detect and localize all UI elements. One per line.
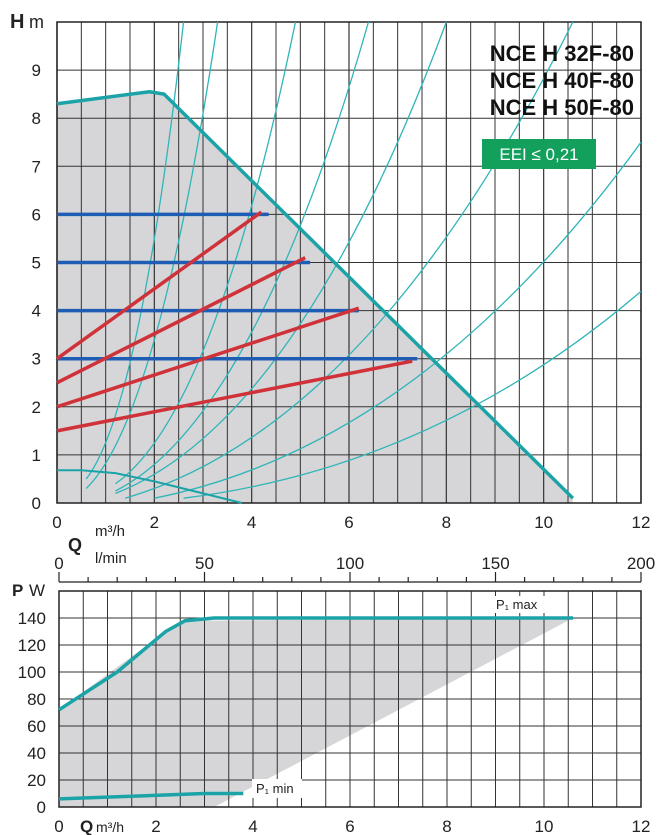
y-tick-label: 6 bbox=[32, 205, 41, 224]
y-tick-label: 0 bbox=[37, 798, 46, 817]
y-tick-label: 2 bbox=[32, 398, 41, 417]
y-tick-label: 60 bbox=[27, 717, 46, 736]
model-line-1: NCE H 32F-80 bbox=[490, 41, 634, 66]
y-axis-unit-w: W bbox=[29, 581, 45, 600]
y-tick-label: 5 bbox=[32, 254, 41, 273]
head-grid bbox=[56, 21, 642, 504]
bottom-x-axis-unit: m³/h bbox=[96, 819, 124, 835]
lmin-axis-ticks: 0 50 100 150 200 bbox=[54, 554, 655, 583]
x-tick-label: 6 bbox=[344, 513, 353, 532]
y-tick-label: 80 bbox=[27, 690, 46, 709]
y-tick-label: 20 bbox=[27, 771, 46, 790]
x-tick-label: 10 bbox=[535, 817, 554, 835]
x-tick-label: 12 bbox=[632, 513, 651, 532]
system-curve bbox=[115, 21, 447, 494]
y-tick-label: 9 bbox=[32, 61, 41, 80]
system-curve bbox=[115, 21, 370, 492]
lmin-tick-label: 150 bbox=[481, 554, 509, 573]
lmin-tick-label: 0 bbox=[54, 554, 63, 573]
y-tick-label: 40 bbox=[27, 744, 46, 763]
power-area-fill bbox=[59, 618, 574, 807]
system-curve bbox=[154, 141, 642, 499]
p1-max-label-bg bbox=[491, 596, 545, 613]
proportional-pressure-line bbox=[55, 210, 263, 361]
y-tick-label: 0 bbox=[32, 494, 41, 513]
y-tick-label: 3 bbox=[32, 350, 41, 369]
y-axis-unit-m: m bbox=[29, 12, 44, 32]
system-curve bbox=[115, 21, 297, 485]
model-line-3: NCE H 50F-80 bbox=[490, 95, 634, 120]
operating-area-fill bbox=[57, 91, 573, 504]
x-tick-label: 2 bbox=[151, 817, 160, 835]
y-tick-label: 8 bbox=[32, 109, 41, 128]
proportional-pressure-line bbox=[56, 359, 413, 433]
system-curve bbox=[85, 21, 185, 480]
proportional-pressure-line bbox=[56, 256, 306, 385]
y-tick-label: 1 bbox=[32, 446, 41, 465]
x-tick-label: 4 bbox=[248, 817, 257, 835]
system-curve bbox=[183, 290, 642, 499]
y-axis-label-p: P bbox=[12, 581, 23, 600]
plot-frame bbox=[58, 590, 642, 808]
x-tick-label: 8 bbox=[442, 817, 451, 835]
p1-max-curve bbox=[58, 616, 574, 712]
max-curve bbox=[56, 89, 575, 500]
p1-min-label: P₁ min bbox=[256, 781, 294, 796]
y-tick-label: 7 bbox=[32, 157, 41, 176]
eei-badge bbox=[482, 139, 596, 169]
system-curves bbox=[85, 21, 642, 499]
proportional-pressure-line bbox=[56, 306, 360, 409]
x-tick-label: 0 bbox=[52, 513, 61, 532]
y-tick-label: 120 bbox=[18, 636, 46, 655]
power-grid bbox=[58, 590, 642, 808]
max-speed-curve bbox=[56, 89, 575, 500]
y-axis-label-h: H bbox=[10, 11, 24, 33]
operating-area bbox=[57, 91, 573, 504]
bottom-x-axis-label-q: Q bbox=[80, 817, 93, 835]
eei-badge-text: EEI ≤ 0,21 bbox=[499, 145, 578, 164]
lmin-tick-label: 100 bbox=[336, 554, 364, 573]
x-tick-label: 2 bbox=[150, 513, 159, 532]
lmin-tick-label: 50 bbox=[195, 554, 214, 573]
min-speed-curve bbox=[57, 469, 243, 504]
proportional-pressure-lines bbox=[55, 210, 413, 433]
lmin-tick-label: 200 bbox=[627, 554, 655, 573]
x-tick-label: 12 bbox=[632, 817, 651, 835]
secondary-x-unit-lmin: l/min bbox=[95, 550, 127, 567]
power-flow-chart: 0 20 40 60 80 100 120 140 0 2 4 6 8 10 12 0 50 100 150 200… bbox=[12, 550, 655, 835]
system-curve bbox=[124, 21, 574, 499]
y-tick-label: 4 bbox=[32, 302, 41, 321]
x-tick-label: 8 bbox=[442, 513, 451, 532]
x-tick-label: 0 bbox=[54, 817, 63, 835]
x-axis-unit-m3h: m³/h bbox=[95, 523, 125, 540]
x-tick-label: 10 bbox=[534, 513, 553, 532]
min-curve bbox=[57, 469, 243, 504]
power-series bbox=[58, 616, 574, 801]
y-tick-label: 140 bbox=[18, 609, 46, 628]
p1-max-label: P₁ max bbox=[496, 597, 538, 612]
power-axis-ticks: 0 20 40 60 80 100 120 140 0 2 4 6 8 10 12 bbox=[18, 609, 651, 835]
power-area bbox=[59, 618, 574, 807]
p1-min-curve bbox=[58, 791, 244, 801]
constant-pressure-lines bbox=[57, 212, 418, 361]
p1-min-label-bg bbox=[252, 779, 302, 798]
x-axis-label-q: Q bbox=[68, 535, 82, 555]
x-tick-label: 4 bbox=[247, 513, 256, 532]
y-tick-label: 100 bbox=[18, 663, 46, 682]
model-line-2: NCE H 40F-80 bbox=[490, 68, 634, 93]
x-tick-label: 6 bbox=[345, 817, 354, 835]
system-curve bbox=[85, 21, 219, 490]
